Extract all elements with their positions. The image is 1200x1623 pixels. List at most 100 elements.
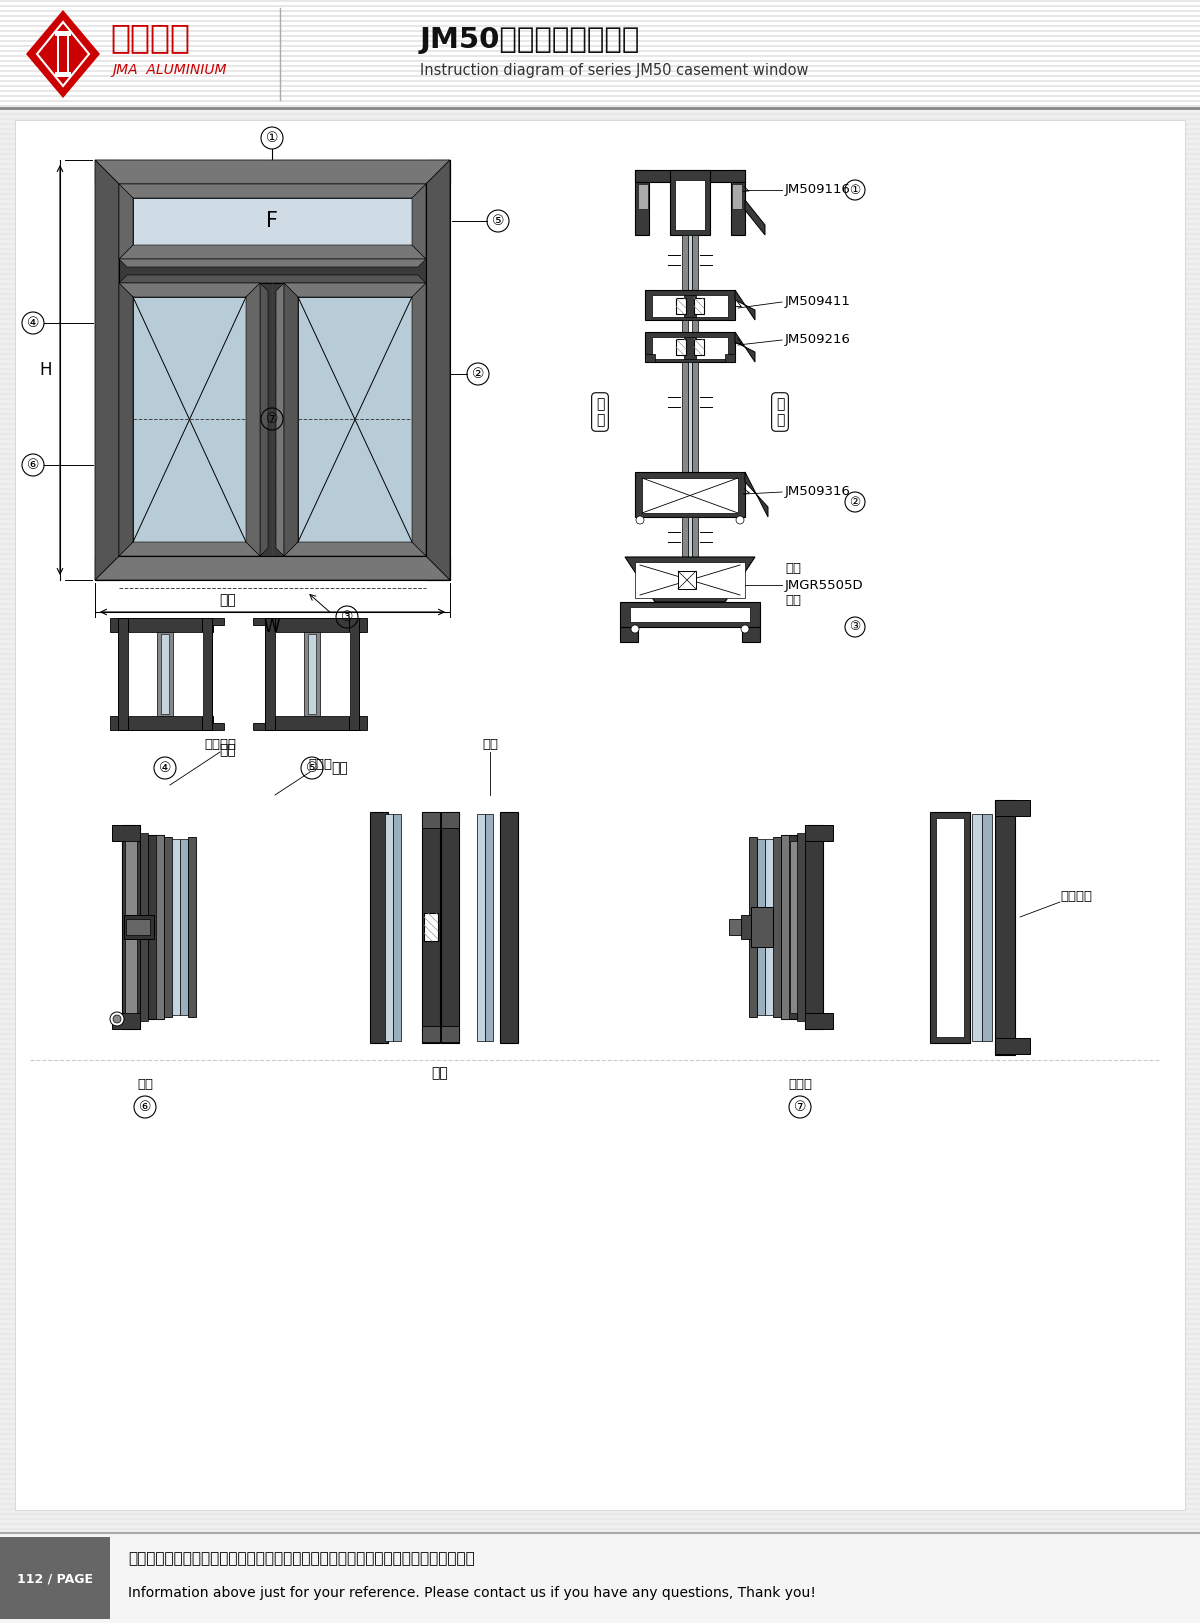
Bar (0, 1277, 1200, 1281)
Bar (684, 338, 696, 359)
Bar (0, 1433, 1200, 1435)
Bar (0, 1039, 1200, 1040)
Bar (0, 523, 1200, 524)
Bar (0, 943, 1200, 945)
Bar (0, 573, 1200, 575)
Bar (0, 489, 1200, 490)
Bar (670, 170, 710, 235)
Bar (0, 799, 1200, 800)
Text: ⑤: ⑤ (492, 214, 504, 227)
Bar (156, 834, 164, 1019)
Bar (0, 734, 1200, 735)
Bar (125, 841, 137, 1013)
Bar (0, 1503, 1200, 1505)
Bar (0, 708, 1200, 709)
Bar (0, 583, 1200, 584)
Bar (0, 854, 1200, 855)
Bar (359, 716, 367, 730)
Bar (422, 812, 440, 1044)
Bar (0, 1208, 1200, 1211)
Bar (0, 105, 1200, 107)
Bar (749, 837, 757, 1018)
Bar (0, 24, 1200, 28)
Bar (0, 1053, 1200, 1055)
Bar (0, 1217, 1200, 1220)
Polygon shape (284, 282, 298, 557)
Bar (0, 773, 1200, 776)
Bar (0, 282, 1200, 286)
Bar (0, 1537, 110, 1620)
Bar (682, 362, 688, 472)
Bar (370, 812, 388, 1044)
Bar (0, 1233, 1200, 1235)
Bar (0, 748, 1200, 750)
Bar (0, 1618, 1200, 1620)
Bar (646, 291, 734, 320)
Bar (0, 5, 1200, 6)
Bar (0, 563, 1200, 565)
Bar (67, 44, 70, 63)
Bar (0, 1457, 1200, 1461)
Bar (0, 138, 1200, 140)
Bar (298, 297, 412, 542)
Bar (0, 1414, 1200, 1415)
Bar (0, 1388, 1200, 1389)
Circle shape (113, 1014, 121, 1022)
Bar (638, 183, 648, 209)
Bar (982, 815, 992, 1040)
Text: 图中所示型材截面、装配、编号、尺寸及重量仅供参考。如有疑问，请向本公司查询。: 图中所示型材截面、装配、编号、尺寸及重量仅供参考。如有疑问，请向本公司查询。 (128, 1552, 475, 1566)
Text: 合页: 合页 (137, 1079, 154, 1092)
Bar (188, 837, 196, 1018)
Bar (253, 618, 265, 625)
Bar (0, 1423, 1200, 1425)
Text: 中空玻璃: 中空玻璃 (1060, 891, 1092, 904)
Polygon shape (119, 260, 426, 268)
Bar (0, 1258, 1200, 1259)
Bar (0, 818, 1200, 820)
Bar (0, 1308, 1200, 1310)
Bar (805, 1013, 833, 1029)
Bar (0, 65, 1200, 67)
Bar (0, 89, 1200, 93)
Bar (118, 716, 214, 730)
Bar (0, 299, 1200, 300)
Bar (0, 1138, 1200, 1139)
Bar (742, 915, 751, 940)
Bar (0, 203, 1200, 204)
Bar (0, 1313, 1200, 1315)
Circle shape (631, 625, 640, 633)
Bar (0, 393, 1200, 394)
Text: ③: ③ (341, 610, 353, 623)
Bar (172, 839, 180, 1014)
Bar (0, 378, 1200, 380)
Bar (0, 36, 1200, 37)
Bar (0, 484, 1200, 485)
Bar (202, 618, 212, 730)
Bar (304, 631, 320, 716)
Bar (0, 438, 1200, 440)
Text: Information above just for your reference. Please contact us if you have any que: Information above just for your referenc… (128, 1586, 816, 1600)
Bar (0, 1467, 1200, 1470)
Bar (0, 128, 1200, 130)
Bar (359, 618, 367, 631)
Bar (0, 537, 1200, 540)
Bar (275, 631, 350, 716)
Bar (0, 1109, 1200, 1110)
Bar (112, 824, 140, 841)
Bar (0, 588, 1200, 591)
Bar (0, 1303, 1200, 1305)
Bar (422, 812, 440, 828)
Polygon shape (95, 161, 119, 579)
Bar (0, 143, 1200, 144)
Bar (0, 1498, 1200, 1500)
Bar (630, 607, 750, 622)
Bar (0, 768, 1200, 769)
Bar (0, 338, 1200, 339)
Bar (725, 354, 734, 362)
Bar (766, 839, 773, 1014)
Bar (0, 75, 1200, 76)
Bar (0, 847, 1200, 850)
Bar (0, 467, 1200, 471)
Bar (688, 518, 692, 557)
Text: ①: ① (265, 131, 278, 144)
